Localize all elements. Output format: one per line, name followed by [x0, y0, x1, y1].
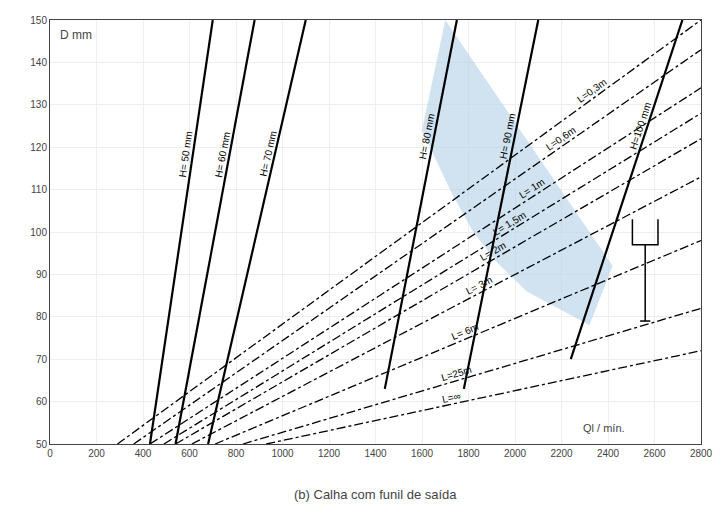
- svg-text:H=100 mm: H=100 mm: [627, 101, 653, 151]
- svg-text:2000: 2000: [504, 448, 527, 459]
- svg-text:H= 70 mm: H= 70 mm: [258, 130, 279, 178]
- svg-text:D mm: D mm: [60, 28, 92, 42]
- svg-text:90: 90: [36, 269, 48, 280]
- svg-text:L=∞: L=∞: [441, 390, 461, 405]
- svg-text:1200: 1200: [318, 448, 341, 459]
- svg-text:L= 3m: L= 3m: [464, 274, 494, 297]
- svg-text:2600: 2600: [643, 448, 666, 459]
- svg-text:H= 80 mm: H= 80 mm: [417, 113, 437, 161]
- svg-text:70: 70: [36, 354, 48, 365]
- svg-text:(b) Calha com funil de saída: (b) Calha com funil de saída: [294, 487, 457, 502]
- svg-text:L= 6m: L= 6m: [450, 321, 480, 342]
- svg-text:60: 60: [36, 396, 48, 407]
- svg-text:130: 130: [30, 99, 47, 110]
- svg-text:1000: 1000: [271, 448, 294, 459]
- svg-text:600: 600: [181, 448, 198, 459]
- svg-text:H= 50 mm: H= 50 mm: [177, 130, 195, 178]
- svg-text:150: 150: [30, 15, 47, 26]
- svg-text:2800: 2800: [690, 448, 713, 459]
- svg-text:L=25m: L=25m: [440, 364, 473, 383]
- svg-text:140: 140: [30, 57, 47, 68]
- svg-text:80: 80: [36, 311, 48, 322]
- svg-text:L=0,3m: L=0,3m: [575, 76, 609, 105]
- svg-text:L= 1,5m: L= 1,5m: [491, 209, 528, 237]
- svg-text:100: 100: [30, 227, 47, 238]
- svg-text:0: 0: [47, 448, 53, 459]
- svg-text:L= 1m: L= 1m: [517, 176, 547, 200]
- svg-text:1800: 1800: [457, 448, 480, 459]
- svg-text:L=0,6m: L=0,6m: [544, 124, 578, 152]
- svg-text:2400: 2400: [597, 448, 620, 459]
- svg-text:50: 50: [36, 439, 48, 450]
- svg-text:110: 110: [31, 184, 47, 195]
- svg-text:2200: 2200: [550, 448, 573, 459]
- svg-text:H= 90 mm: H= 90 mm: [498, 112, 518, 160]
- svg-text:1600: 1600: [411, 448, 434, 459]
- svg-text:120: 120: [30, 142, 47, 153]
- svg-text:200: 200: [88, 448, 105, 459]
- svg-text:800: 800: [228, 448, 245, 459]
- svg-text:H= 60 mm: H= 60 mm: [213, 131, 232, 179]
- svg-text:1400: 1400: [364, 448, 387, 459]
- svg-text:L= 2m: L= 2m: [478, 240, 508, 264]
- svg-text:Ql / mín.: Ql / mín.: [583, 422, 625, 434]
- svg-text:400: 400: [135, 448, 152, 459]
